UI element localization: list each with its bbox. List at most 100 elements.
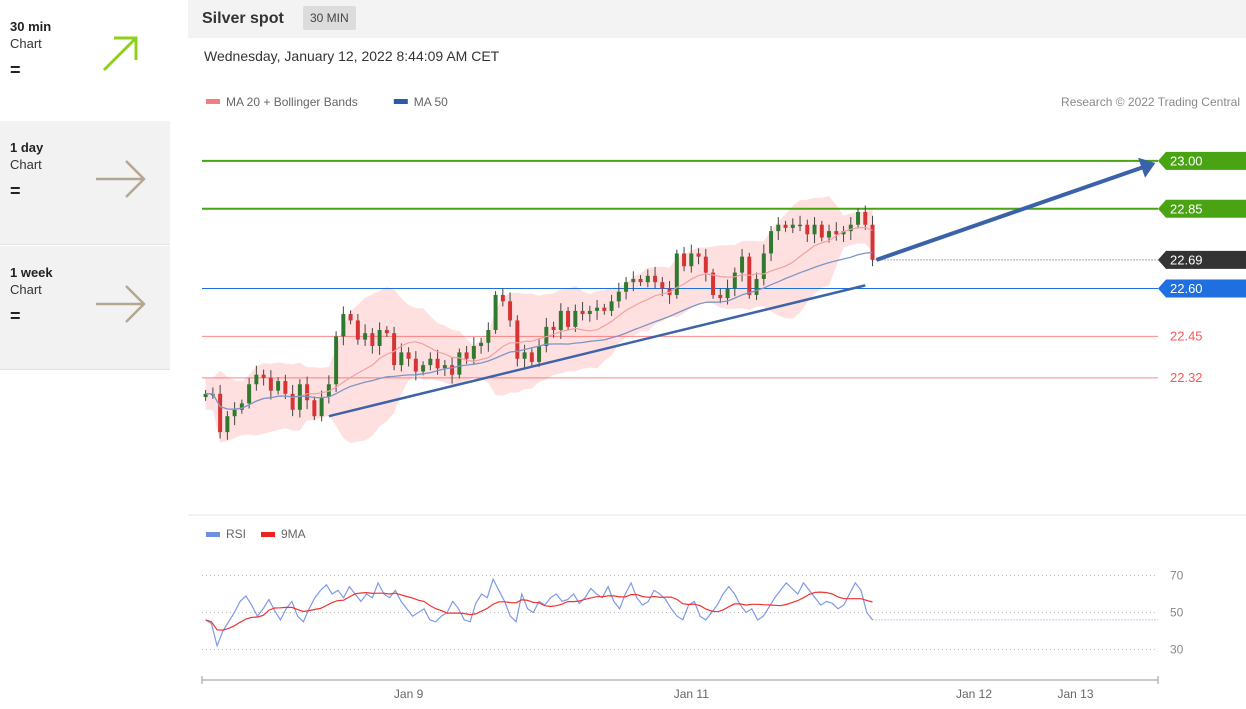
candle-body: [624, 282, 629, 292]
rsi-legend-label: RSI: [226, 527, 246, 541]
candle-body: [500, 294, 505, 302]
credit-text: Research © 2022 Trading Central: [1061, 95, 1240, 109]
candle-body: [355, 320, 360, 340]
timeframe-sidebar: 30 min Chart = 1 day Chart = 1 week Char…: [0, 0, 170, 709]
candle-body: [522, 352, 527, 359]
level-tag: [1158, 199, 1246, 218]
candle-body: [508, 301, 513, 321]
projection-arrowhead: [1138, 157, 1156, 178]
candle-body: [421, 365, 426, 372]
candle-body: [551, 326, 556, 331]
legend-swatch: [393, 99, 408, 104]
timeframe-1week[interactable]: 1 week Chart =: [0, 246, 170, 370]
up-right-arrow-icon: [102, 36, 138, 72]
candle-body: [645, 275, 650, 283]
candle-body: [682, 253, 687, 267]
candle-body: [848, 224, 853, 232]
level-label: 23.00: [1170, 153, 1203, 168]
candle-body: [225, 416, 230, 433]
candle-body: [769, 231, 774, 254]
candle-body: [479, 342, 484, 346]
candle-body: [761, 253, 766, 279]
candle-body: [689, 253, 694, 267]
candle-body: [529, 352, 534, 362]
candle-body: [827, 231, 832, 238]
candle-body: [819, 224, 824, 238]
candle-body: [812, 224, 817, 235]
candle-body: [428, 358, 433, 366]
timeframe-1day[interactable]: 1 day Chart =: [0, 121, 170, 245]
candle-body: [399, 352, 404, 366]
level-tag: [1158, 279, 1246, 298]
x-axis-label: Jan 9: [394, 687, 424, 701]
right-arrow-icon: [96, 285, 146, 323]
x-axis-label: Jan 12: [956, 687, 992, 701]
timeframe-eq: =: [10, 306, 21, 326]
timeframe-eq: =: [10, 60, 21, 80]
candle-body: [247, 384, 252, 404]
candle-body: [334, 336, 339, 385]
projection-arrow: [875, 165, 1145, 262]
legend-label: MA 20 + Bollinger Bands: [226, 95, 358, 109]
rsi-level-label: 50: [1170, 606, 1184, 620]
level-label: 22.60: [1170, 281, 1203, 296]
candle-body: [732, 272, 737, 289]
candle-body: [558, 310, 563, 331]
timeframe-30min[interactable]: 30 min Chart =: [0, 0, 170, 124]
candle-body: [239, 403, 244, 410]
level-label: 22.32: [1170, 370, 1203, 385]
timeframe-name: 1 day: [10, 140, 44, 155]
level-label: 22.45: [1170, 328, 1203, 343]
candle-body: [254, 374, 259, 385]
interval-badge[interactable]: 30 MIN: [303, 6, 356, 30]
timeframe-eq: =: [10, 181, 21, 201]
candle-body: [406, 352, 411, 359]
candle-body: [740, 256, 745, 273]
candle-body: [790, 224, 795, 228]
candle-body: [493, 294, 498, 331]
candle-body: [370, 333, 375, 346]
candle-body: [573, 310, 578, 327]
chart-panel: Silver spot 30 MIN Wednesday, January 12…: [188, 0, 1246, 709]
candle-body: [754, 278, 759, 295]
price-chart: MA 20 + Bollinger Bands MA 50 Research © 2…: [188, 95, 1246, 701]
right-arrow-icon: [96, 160, 146, 198]
trendline: [328, 284, 866, 418]
ma50-line: [205, 251, 873, 410]
candle-body: [776, 224, 781, 232]
rsi-level-label: 30: [1170, 643, 1184, 657]
rsi-legend-label: 9MA: [281, 527, 306, 541]
timestamp: Wednesday, January 12, 2022 8:44:09 AM C…: [204, 48, 500, 64]
candle-body: [312, 400, 317, 417]
candle-body: [377, 330, 382, 346]
candle-body: [471, 345, 476, 359]
timeframe-sub: Chart: [10, 157, 42, 172]
candle-body: [841, 231, 846, 235]
timeframe-name: 1 week: [10, 265, 53, 280]
candle-body: [580, 310, 585, 315]
candle-body: [435, 358, 440, 369]
candle-body: [609, 301, 614, 311]
timeframe-sub: Chart: [10, 282, 42, 297]
timeframe-name: 30 min: [10, 19, 52, 34]
candle-body: [203, 393, 208, 398]
legend-swatch: [206, 99, 220, 104]
candle-body: [413, 358, 418, 372]
chart-header: Silver spot 30 MIN: [188, 0, 1246, 38]
candle-body: [486, 330, 491, 343]
candle-body: [638, 278, 643, 283]
candle-body: [696, 253, 701, 257]
ma20-line: [205, 227, 873, 410]
candle-body: [660, 282, 665, 289]
candle-body: [442, 365, 447, 369]
candle-body: [348, 314, 353, 321]
level-tag: [1158, 151, 1246, 170]
candle-body: [305, 384, 310, 401]
x-axis-label: Jan 13: [1057, 687, 1093, 701]
candle-body: [392, 333, 397, 366]
candle-body: [537, 345, 542, 362]
candle-body: [653, 275, 658, 283]
candle-body: [870, 224, 875, 260]
candle-body: [783, 224, 788, 228]
candle-body: [218, 393, 223, 433]
